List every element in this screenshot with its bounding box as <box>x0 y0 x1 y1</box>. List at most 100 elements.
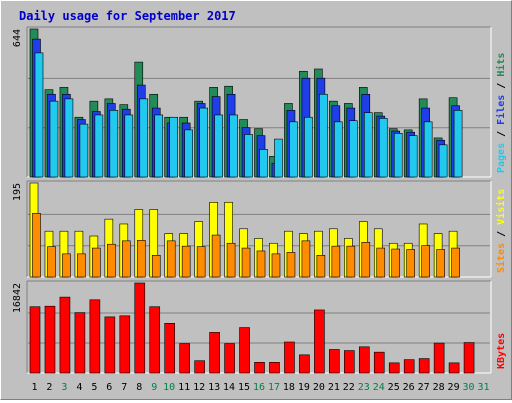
y-axis-max-label: 16842 <box>12 283 23 313</box>
bar-pages-day-22 <box>349 120 358 178</box>
bar-sites-day-13 <box>211 234 221 278</box>
x-tick-label: 30 <box>463 382 475 393</box>
x-tick-label: 11 <box>178 382 190 393</box>
bar-pages-day-23 <box>363 112 373 178</box>
bar-kbytes-day-10 <box>164 323 176 374</box>
bar-kbytes-day-30 <box>463 342 475 374</box>
legend-entry: / <box>496 83 507 95</box>
x-tick-label: 14 <box>223 382 235 393</box>
bar-kbytes-day-26 <box>403 359 415 374</box>
bar-kbytes-day-4 <box>74 312 86 374</box>
x-tick-label: 10 <box>163 382 175 393</box>
bar-kbytes-day-28 <box>433 342 445 374</box>
bar-kbytes-day-15 <box>239 327 250 374</box>
bar-pages-day-8 <box>139 98 149 178</box>
bar-pages-day-7 <box>124 114 134 178</box>
x-tick-label: 9 <box>151 382 157 393</box>
bar-pages-day-4 <box>79 123 89 178</box>
bar-sites-day-4 <box>77 253 86 278</box>
bar-kbytes-day-5 <box>89 299 101 374</box>
x-tick-label: 2 <box>46 382 52 393</box>
bar-sites-day-16 <box>256 250 266 278</box>
bar-sites-day-18 <box>286 252 296 278</box>
bar-pages-day-24 <box>378 118 388 178</box>
x-tick-label: 5 <box>91 382 97 393</box>
bar-pages-day-12 <box>199 107 208 178</box>
x-tick-label: 15 <box>238 382 250 393</box>
legend-entry: Visits <box>495 189 507 231</box>
x-tick-label: 16 <box>253 382 265 393</box>
bars-kbytes <box>29 282 475 374</box>
x-tick-label: 31 <box>477 382 489 393</box>
x-tick-label: 19 <box>298 382 310 393</box>
bar-pages-day-27 <box>423 121 433 178</box>
x-tick-label: 22 <box>343 382 355 393</box>
bar-kbytes-day-12 <box>194 360 205 374</box>
bar-kbytes-day-29 <box>448 362 460 374</box>
bar-pages-day-26 <box>408 135 418 178</box>
x-tick-label: 25 <box>388 382 400 393</box>
bar-kbytes-day-27 <box>418 358 430 374</box>
bar-pages-day-15 <box>244 134 253 178</box>
x-tick-label: 20 <box>313 382 325 393</box>
bars-hits-files-pages <box>29 28 463 178</box>
bar-pages-day-18 <box>289 121 298 178</box>
bar-pages-day-1 <box>34 52 44 178</box>
bar-pages-day-2 <box>49 100 59 178</box>
bar-pages-day-3 <box>64 98 74 178</box>
bar-sites-day-22 <box>346 245 356 278</box>
bar-kbytes-day-23 <box>358 346 370 374</box>
bar-sites-day-25 <box>391 248 401 278</box>
bar-pages-day-29 <box>453 110 463 178</box>
bar-sites-day-19 <box>301 240 311 278</box>
bar-sites-day-2 <box>47 246 56 278</box>
y-axis-max-label: 644 <box>12 29 23 47</box>
x-axis-labels: 1 2 3 4 5 6 7 8 9 10 11 12 13 14 15 16 17 18 19 20 21 22 23 24 2… <box>31 382 489 393</box>
bar-kbytes-day-16 <box>254 362 265 374</box>
bar-sites-day-1 <box>32 213 41 278</box>
panel-visits-sites: 195 Sites / Visits <box>12 180 507 278</box>
bar-sites-day-12 <box>196 246 206 278</box>
bar-pages-day-10 <box>169 116 179 178</box>
x-tick-label: 24 <box>373 382 385 393</box>
bar-kbytes-day-17 <box>269 362 280 374</box>
bar-kbytes-day-13 <box>209 332 220 374</box>
bar-kbytes-day-8 <box>134 282 146 374</box>
legend-entry: Files <box>495 95 507 131</box>
x-tick-label: 13 <box>208 382 220 393</box>
x-tick-label: 29 <box>448 382 460 393</box>
bar-sites-day-17 <box>271 253 281 278</box>
x-tick-label: 3 <box>61 382 67 393</box>
bar-sites-day-14 <box>226 242 236 278</box>
panel-kbytes: 16842 KBytes <box>12 280 507 374</box>
bar-kbytes-day-11 <box>179 343 190 374</box>
bar-kbytes-day-21 <box>329 349 340 374</box>
bar-pages-day-20 <box>319 93 328 178</box>
x-tick-label: 1 <box>31 382 37 393</box>
bar-kbytes-day-25 <box>388 362 400 374</box>
bar-sites-day-29 <box>451 247 460 278</box>
bar-kbytes-day-19 <box>299 354 310 374</box>
bar-pages-day-25 <box>393 133 403 178</box>
bar-kbytes-day-1 <box>29 306 41 374</box>
bar-kbytes-day-20 <box>314 309 325 374</box>
panel-hits-files-pages: 644 Pages / Files / Hits <box>12 26 507 178</box>
bar-sites-day-6 <box>107 243 116 278</box>
chart-title: Daily usage for September 2017 <box>19 9 236 23</box>
bar-kbytes-day-7 <box>119 315 131 374</box>
bar-pages-day-16 <box>259 149 268 178</box>
legend-entry: KBytes <box>496 333 507 369</box>
legend-hits-files-pages: Pages / Files / Hits <box>495 53 507 173</box>
bar-kbytes-day-2 <box>44 305 56 374</box>
bar-kbytes-day-6 <box>104 316 116 374</box>
bar-pages-day-21 <box>334 121 343 178</box>
bar-sites-day-9 <box>151 255 161 278</box>
legend-entry: / <box>496 131 507 143</box>
x-tick-label: 28 <box>433 382 445 393</box>
y-axis-max-label: 195 <box>12 183 23 201</box>
x-tick-label: 23 <box>358 382 370 393</box>
bar-sites-day-28 <box>436 249 445 278</box>
bar-sites-day-8 <box>136 240 146 278</box>
